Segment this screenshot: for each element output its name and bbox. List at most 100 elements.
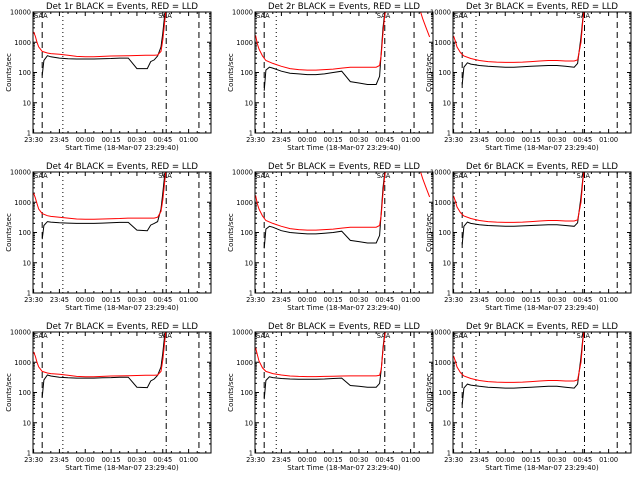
y-tick-label: 1000 xyxy=(14,39,31,47)
y-axis-label: Counts/sec xyxy=(5,373,13,412)
y-tick-label: 1 xyxy=(27,450,31,458)
y-tick-label: 1 xyxy=(249,130,253,138)
x-tick-label: 00:15 xyxy=(522,136,541,144)
x-tick-label: 00:00 xyxy=(298,456,317,464)
y-tick-label: 10000 xyxy=(430,329,451,337)
x-tick-label: 01:00 xyxy=(599,456,618,464)
chart-panel: Det 7r BLACK = Events, RED = LLD 1 10 100 10… xyxy=(5,322,212,472)
chart-panel: Det 1r BLACK = Events, RED = LLD 1 10 100 10… xyxy=(5,2,212,152)
plot-frame xyxy=(452,11,632,134)
y-tick-label: 10 xyxy=(23,419,31,427)
x-tick-label: 00:00 xyxy=(298,136,317,144)
y-tick-label: 100 xyxy=(438,389,451,397)
y-axis-label: Counts/sec xyxy=(5,213,13,252)
x-tick-label: 00:30 xyxy=(127,136,146,144)
y-axis-label: Counts/sec xyxy=(227,53,235,92)
y-tick-label: 10000 xyxy=(10,169,31,177)
chart-title: Det 8r BLACK = Events, RED = LLD xyxy=(268,322,420,332)
series-lld-line xyxy=(255,332,386,378)
y-tick-label: 10000 xyxy=(430,169,451,177)
x-tick-label: 01:00 xyxy=(599,136,618,144)
x-tick-label: 00:15 xyxy=(102,456,121,464)
series-lld-line xyxy=(453,332,585,383)
series-events-line xyxy=(41,332,166,398)
series-events-line xyxy=(41,12,166,76)
series-lld-line xyxy=(453,172,585,223)
y-tick-label: 1000 xyxy=(434,39,451,47)
x-tick-label: 00:30 xyxy=(127,296,146,304)
x-tick-label: 23:30 xyxy=(444,456,463,464)
y-tick-label: 1 xyxy=(249,450,253,458)
x-tick-label: 00:15 xyxy=(522,456,541,464)
saa-marker-label: SAA xyxy=(454,332,468,340)
series-events-line xyxy=(461,332,585,405)
y-tick-label: 1000 xyxy=(434,359,451,367)
saa-marker-label: SAA xyxy=(34,12,48,20)
x-tick-label: 00:45 xyxy=(375,296,394,304)
x-tick-label: 00:15 xyxy=(102,136,121,144)
series-lld-line xyxy=(33,332,167,378)
x-tick-label: 00:30 xyxy=(547,456,566,464)
saa-marker-label: SAA xyxy=(256,332,270,340)
x-axis-label: Start Time (18-Mar-07 23:29:40) xyxy=(287,464,401,472)
plot-frame xyxy=(254,331,434,454)
y-axis-label: Counts/sec xyxy=(5,53,13,92)
x-tick-label: 00:15 xyxy=(102,296,121,304)
x-tick-label: 01:00 xyxy=(179,136,198,144)
chart-title: Det 5r BLACK = Events, RED = LLD xyxy=(268,162,420,172)
chart-panel: Det 9r BLACK = Events, RED = LLD 1 10 100 10… xyxy=(425,322,632,472)
x-tick-label: 23:30 xyxy=(246,136,265,144)
x-tick-label: 01:00 xyxy=(599,296,618,304)
plot-frame xyxy=(32,11,212,134)
y-tick-label: 10000 xyxy=(10,329,31,337)
chart-title: Det 2r BLACK = Events, RED = LLD xyxy=(268,2,420,12)
x-tick-label: 00:45 xyxy=(375,456,394,464)
chart-title: Det 4r BLACK = Events, RED = LLD xyxy=(46,162,198,172)
saa-marker-label: SAA xyxy=(454,172,468,180)
series-events-line xyxy=(41,172,166,240)
x-tick-label: 00:15 xyxy=(324,136,343,144)
chart-panel: Det 3r BLACK = Events, RED = LLD 1 10 100 10… xyxy=(425,2,632,152)
x-tick-label: 00:00 xyxy=(298,296,317,304)
chart-panel: Det 2r BLACK = Events, RED = LLD 1 10 100 10… xyxy=(227,2,434,152)
saa-marker-label: SAA xyxy=(377,12,391,20)
x-tick-label: 23:45 xyxy=(470,456,489,464)
x-tick-label: 01:00 xyxy=(179,296,198,304)
plot-frame xyxy=(32,331,212,454)
y-tick-label: 1000 xyxy=(434,199,451,207)
x-tick-label: 00:00 xyxy=(76,136,95,144)
saa-marker-label: SAA xyxy=(377,172,391,180)
x-tick-label: 23:30 xyxy=(246,296,265,304)
x-tick-label: 00:30 xyxy=(547,136,566,144)
x-tick-label: 01:00 xyxy=(401,136,420,144)
y-tick-label: 10000 xyxy=(232,169,253,177)
series-events-line xyxy=(461,12,585,85)
x-axis-label: Start Time (18-Mar-07 23:29:40) xyxy=(485,144,599,152)
plot-frame xyxy=(254,11,434,134)
y-tick-label: 100 xyxy=(18,69,31,77)
saa-marker-label: SAA xyxy=(256,12,270,20)
x-tick-label: 23:30 xyxy=(24,136,43,144)
x-tick-label: 00:15 xyxy=(522,296,541,304)
x-axis-label: Start Time (18-Mar-07 23:29:40) xyxy=(65,464,179,472)
x-tick-label: 23:30 xyxy=(24,456,43,464)
y-tick-label: 10 xyxy=(23,99,31,107)
y-tick-label: 10 xyxy=(245,259,253,267)
plot-frame xyxy=(32,171,212,294)
y-tick-label: 10000 xyxy=(430,9,451,17)
x-tick-label: 23:45 xyxy=(50,296,69,304)
x-tick-label: 23:30 xyxy=(24,296,43,304)
x-tick-label: 01:00 xyxy=(401,296,420,304)
y-tick-label: 1 xyxy=(447,450,451,458)
chart-title: Det 7r BLACK = Events, RED = LLD xyxy=(46,322,198,332)
x-tick-label: 00:00 xyxy=(76,296,95,304)
y-tick-label: 10 xyxy=(23,259,31,267)
saa-marker-label: SAA xyxy=(34,172,48,180)
y-axis-label: Counts/sec xyxy=(425,373,433,412)
x-tick-label: 00:45 xyxy=(153,296,172,304)
y-tick-label: 10000 xyxy=(10,9,31,17)
x-tick-label: 23:45 xyxy=(272,296,291,304)
y-axis-label: Counts/sec xyxy=(227,373,235,412)
x-tick-label: 00:45 xyxy=(573,456,592,464)
y-tick-label: 1 xyxy=(27,290,31,298)
